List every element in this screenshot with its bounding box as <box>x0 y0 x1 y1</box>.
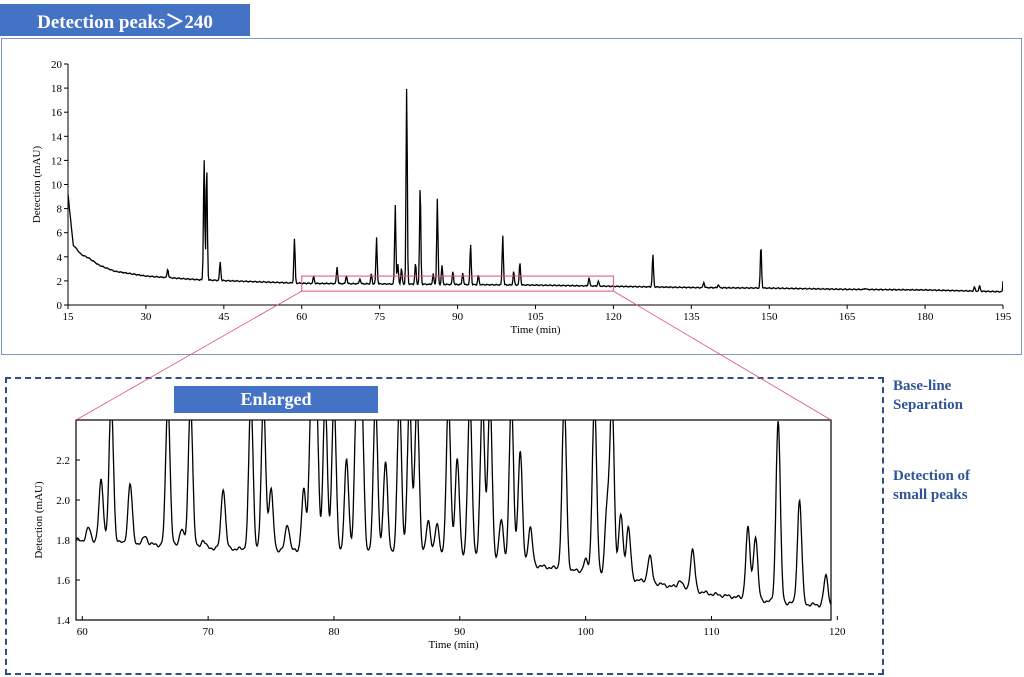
y-tick-label: 20 <box>51 59 63 71</box>
y-tick-label: 1.8 <box>56 535 70 547</box>
x-tick-label: 195 <box>995 311 1012 323</box>
x-tick-label: 110 <box>703 626 720 638</box>
y-tick-label: 2 <box>57 276 63 288</box>
y-tick-label: 1.6 <box>56 575 70 587</box>
y-axis-label: Detection (mAU) <box>31 146 43 224</box>
y-tick-label: 0 <box>57 300 63 312</box>
small-peaks-note: Detection of small peaks <box>893 467 970 505</box>
zoom-connector-right <box>613 290 832 421</box>
x-tick-label: 100 <box>577 626 594 638</box>
enlarged-banner: Enlarged <box>174 386 378 413</box>
zoom-connector-lines <box>75 275 832 421</box>
y-tick-label: 8 <box>57 204 63 216</box>
trace-line <box>76 420 831 608</box>
x-tick-label: 75 <box>374 311 386 323</box>
y-tick-label: 4 <box>57 252 63 264</box>
note-line: Detection of <box>893 468 971 484</box>
note-line: Base-line <box>893 378 952 394</box>
note-line: Separation <box>893 397 964 413</box>
x-tick-label: 15 <box>63 311 75 323</box>
x-tick-label: 105 <box>527 311 544 323</box>
plot-frame <box>75 419 832 621</box>
x-tick-label: 120 <box>605 311 622 323</box>
x-tick-label: 60 <box>296 311 308 323</box>
baseline-separation-note: Base-line Separation <box>893 377 963 415</box>
x-tick-label: 180 <box>917 311 934 323</box>
x-axis-label: Time (min) <box>428 639 478 651</box>
y-tick-label: 2.0 <box>56 495 70 507</box>
enlarged-panel-frame <box>5 377 884 675</box>
x-tick-label: 135 <box>683 311 700 323</box>
y-tick-label: 18 <box>51 83 63 95</box>
x-tick-label: 90 <box>452 311 464 323</box>
y-tick-label: 2.2 <box>56 455 70 467</box>
enlarged-chart: 60 70 80 90 100 110 120 1.4 1.6 1.8 2.0 2.2 Time (mi… <box>33 419 846 651</box>
title-banner: Detection peaks＞240 <box>0 4 250 36</box>
y-axis-label: Detection (mAU) <box>33 481 45 559</box>
note-line: small peaks <box>893 487 968 503</box>
x-tick-label: 120 <box>829 626 846 638</box>
x-tick-label: 80 <box>328 626 340 638</box>
y-tick-label: 10 <box>51 180 63 192</box>
overview-chart: 15 30 45 60 75 90 105 120 135 150 165 180 195 0 2 4 6 8 10… <box>31 59 1012 336</box>
x-tick-label: 30 <box>140 311 152 323</box>
x-axis-label: Time (min) <box>510 324 560 336</box>
x-tick-label: 45 <box>218 311 230 323</box>
x-tick-label: 70 <box>203 626 215 638</box>
y-tick-label: 12 <box>51 155 62 167</box>
y-tick-label: 1.4 <box>56 615 70 627</box>
x-tick-label: 60 <box>77 626 89 638</box>
trace-line <box>68 88 1003 293</box>
y-tick-label: 16 <box>51 107 63 119</box>
zoom-window-rect <box>301 275 614 292</box>
zoom-connector-left <box>75 290 302 421</box>
y-tick-label: 6 <box>57 228 63 240</box>
x-tick-label: 150 <box>761 311 778 323</box>
x-tick-label: 90 <box>454 626 466 638</box>
x-tick-label: 165 <box>839 311 856 323</box>
overview-panel-frame <box>1 38 1022 355</box>
y-tick-label: 14 <box>51 131 63 143</box>
